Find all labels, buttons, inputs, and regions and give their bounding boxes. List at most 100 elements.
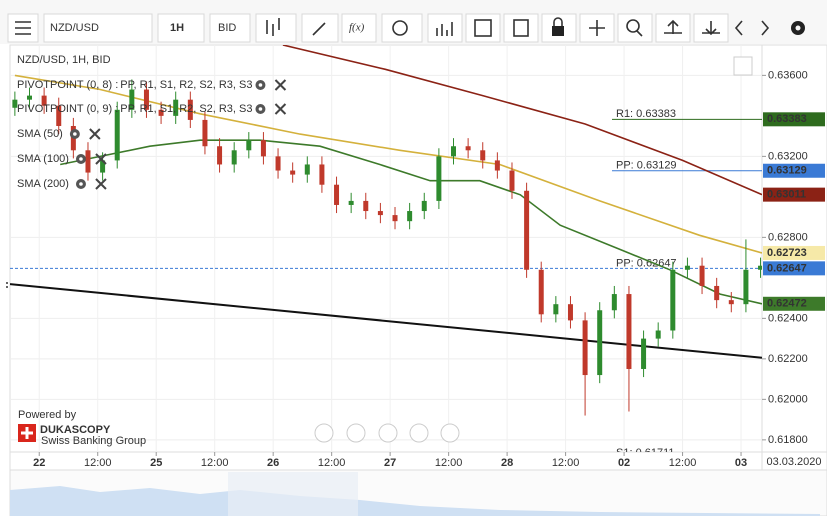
- candle-body: [728, 300, 734, 305]
- lock-button[interactable]: [541, 13, 577, 43]
- zoom-out[interactable]: [346, 423, 366, 443]
- settings-icon-hole: [73, 132, 77, 136]
- candle-body: [465, 146, 471, 151]
- pivot-item: S1,: [160, 79, 177, 91]
- date-box-frame: [761, 451, 827, 471]
- candle-body: [524, 190, 530, 270]
- y-tick-label: 0.62800: [768, 231, 808, 243]
- pivot-item: R3,: [219, 103, 236, 115]
- menu-button[interactable]: [7, 13, 39, 43]
- legend-entry: SMA (200): [17, 178, 69, 190]
- remove-icon[interactable]: [274, 103, 287, 115]
- plot-frame: [9, 44, 763, 453]
- symbol-input[interactable]: NZD/USD: [43, 13, 153, 43]
- candle-body: [655, 330, 661, 339]
- calendar-button[interactable]: [465, 13, 501, 43]
- candle-body: [231, 150, 237, 165]
- fx-label: f(x): [349, 22, 365, 34]
- popout-button[interactable]: [733, 56, 753, 76]
- remove-icon[interactable]: [95, 178, 107, 190]
- date-box: 03.03.2020: [766, 456, 821, 468]
- remove-icon[interactable]: [89, 128, 101, 140]
- scroll-right[interactable]: [440, 423, 460, 443]
- candle-body: [12, 99, 18, 108]
- info-button[interactable]: [381, 13, 423, 43]
- y-tick-label: 0.63600: [768, 69, 808, 81]
- report-button[interactable]: [503, 13, 539, 43]
- candle-body: [275, 156, 281, 171]
- volume-button[interactable]: [427, 13, 463, 43]
- candle-body: [41, 95, 47, 106]
- price-tag: [763, 261, 825, 276]
- side-select[interactable]: BID: [209, 13, 251, 43]
- pivot-item: R1,: [140, 103, 157, 115]
- x-tick-label: 12:00: [669, 457, 697, 469]
- indicator-label: PIVOTPOINT (0, 9) :: [17, 103, 118, 115]
- zoom-in[interactable]: [409, 423, 429, 443]
- upload-button[interactable]: [655, 13, 691, 43]
- pivot-label: PP: 0.63129: [616, 160, 677, 172]
- candle-body: [758, 265, 762, 270]
- candle-body: [714, 285, 720, 301]
- pivot-item: S2,: [199, 103, 216, 115]
- fx-button[interactable]: f(x): [341, 13, 377, 43]
- x-tick-label: 12:00: [84, 457, 112, 469]
- pivot-item: S2,: [199, 79, 216, 91]
- x-tick-label: 03: [735, 457, 747, 469]
- price-tag-label: 0.63011: [767, 189, 806, 201]
- next-button[interactable]: [761, 20, 770, 36]
- zoom-controls: [314, 423, 460, 443]
- y-tick-label: 0.61800: [768, 434, 808, 446]
- candle-body: [626, 294, 632, 369]
- chart-type-button[interactable]: [255, 13, 297, 43]
- candle-body: [114, 109, 120, 161]
- candle-body: [436, 156, 442, 201]
- overlay: 0.63600 0.63200 0.62800 0.62400 0.62200 0.620…: [17, 69, 825, 469]
- candle-body: [538, 269, 544, 315]
- candle-body: [553, 304, 559, 315]
- symbol: NZD/USD: [50, 22, 99, 34]
- candle-body: [173, 99, 179, 116]
- crosshair-button[interactable]: [579, 13, 615, 43]
- trend-line: [10, 283, 762, 359]
- x-tick-label: 26: [267, 457, 279, 469]
- indicator-label: PIVOTPOINT (0, 8) :: [17, 79, 118, 91]
- y-tick-label: 0.62400: [768, 312, 808, 324]
- price-tag: [763, 187, 825, 202]
- candle-body: [363, 200, 369, 212]
- download-button[interactable]: [693, 13, 729, 43]
- zoom-button[interactable]: [617, 13, 653, 43]
- candle-body: [743, 269, 749, 305]
- remove-icon[interactable]: [274, 79, 287, 91]
- reset[interactable]: [378, 423, 398, 443]
- price-tag-label: 0.62472: [767, 298, 807, 310]
- candle-body: [187, 99, 193, 120]
- candle-body: [334, 184, 340, 205]
- drag-handle[interactable]: [6, 286, 8, 288]
- prev-button[interactable]: [734, 20, 743, 36]
- sma-line: [60, 139, 762, 305]
- candle-body: [670, 269, 676, 331]
- pivot-item: S1,: [160, 103, 177, 115]
- candle-body: [246, 140, 252, 151]
- pivot-item: R1,: [140, 79, 157, 91]
- y-tick-label: 0.62200: [768, 353, 808, 365]
- navigator-window[interactable]: [228, 472, 358, 516]
- settings-button[interactable]: [791, 21, 805, 35]
- candle-body: [85, 150, 91, 173]
- drag-handle[interactable]: [6, 282, 8, 284]
- scroll-left[interactable]: [314, 423, 334, 443]
- x-tick-label: 02: [618, 457, 630, 469]
- settings-icon-hole: [79, 157, 83, 161]
- candle-body: [143, 89, 149, 110]
- pivot-item: R3,: [219, 79, 236, 91]
- y-tick-label: 0.63200: [768, 150, 808, 162]
- pivot-label: S1: 0.61711: [616, 447, 675, 459]
- draw-button[interactable]: [301, 13, 339, 43]
- remove-icon[interactable]: [95, 153, 107, 165]
- period-select[interactable]: 1H: [157, 13, 205, 43]
- candle-body: [699, 265, 705, 286]
- instrument-label: NZD/USD, 1H, BID: [17, 54, 111, 66]
- y-tick-label: 0.62000: [768, 393, 808, 405]
